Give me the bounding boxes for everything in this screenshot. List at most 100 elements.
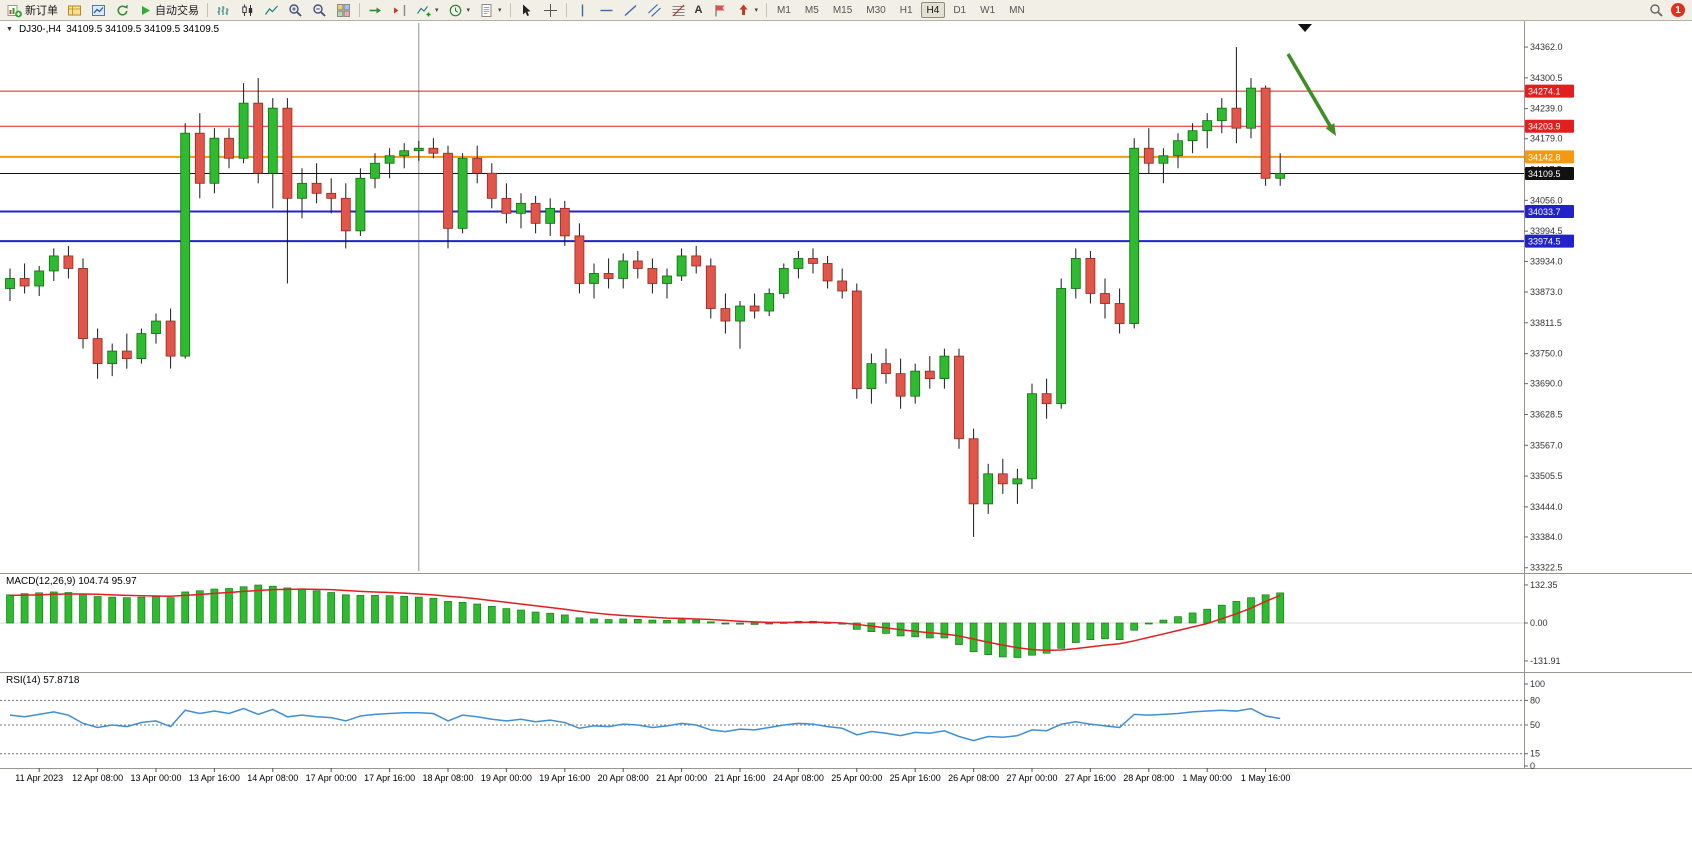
candle-body [1070,258,1081,289]
time-axis-label: 19 Apr 00:00 [481,773,532,783]
macd-values-label: MACD(12,26,9) 104.74 95.97 [6,576,137,587]
periods-button[interactable]: ▾ [444,1,475,19]
macd-histogram-bar [341,594,350,624]
timeframe-MN[interactable]: MN [1009,4,1025,16]
toolbar-separator [766,3,768,17]
macd-histogram-bar [239,586,248,624]
macd-histogram-bar [619,618,628,624]
line-chart-button[interactable] [260,1,283,19]
templates-button[interactable]: ▾ [475,1,506,19]
candle-body [1216,107,1227,122]
zoom-out-button[interactable] [308,1,331,19]
candle-body [311,182,322,194]
horizontal-line-tool-button[interactable] [595,1,618,19]
macd-histogram-bar [925,622,934,639]
new-order-icon [7,4,22,17]
search-button[interactable] [1645,1,1668,19]
price-badge [1525,167,1574,181]
candle-body [1187,130,1198,142]
candle-body [1173,140,1183,157]
candle-body [194,132,205,184]
candle-body [968,438,979,505]
candle-body [545,207,556,224]
timeframe-M5[interactable]: M5 [804,4,819,16]
candle-body [413,147,424,152]
candle-body [895,373,906,397]
candle-body [705,265,716,309]
candle-body [1158,155,1169,164]
macd-histogram-bar [692,619,701,624]
macd-histogram-bar [1144,622,1153,625]
auto-trading-button[interactable]: 自动交易 [135,1,203,19]
label-tool-button[interactable] [708,1,731,19]
tile-windows-button[interactable] [332,1,355,19]
time-axis-label: 13 Apr 00:00 [130,773,181,783]
macd-histogram-bar [473,603,482,624]
candle-body [1100,293,1110,304]
notification-badge[interactable]: 1 [1671,3,1685,17]
chart-shift-button[interactable] [388,1,411,19]
macd-histogram-bar [1188,612,1197,624]
one-click-trading-toggle[interactable]: ▼ [6,26,13,33]
timeframe-W1[interactable]: W1 [980,4,996,16]
candle-body [1027,393,1037,480]
timeframe-D1[interactable]: D1 [953,4,967,16]
clock-icon [449,4,461,16]
time-axis-label: 14 Apr 08:00 [247,773,298,783]
vertical-line-tool-button[interactable] [571,1,594,19]
time-axis-label: 21 Apr 16:00 [714,773,765,783]
chart-shift-icon [394,4,406,16]
timeframe-M30[interactable]: M30 [866,4,886,16]
macd-signal-line [9,588,1281,652]
macd-histogram-bar [736,622,744,625]
crosshair-tool-button[interactable] [539,1,562,19]
candle-body [983,473,994,505]
macd-histogram-bar [1101,622,1109,640]
candle-body [384,155,395,164]
candle-body [501,197,512,214]
candle-body [180,132,191,357]
macd-histogram-bar [1203,608,1212,624]
new-order-button[interactable]: 新订单 [3,1,62,19]
macd-histogram-bar [152,596,160,624]
macd-histogram-bar [400,595,409,624]
timeframe-M1[interactable]: M1 [777,4,791,16]
macd-histogram-bar [6,594,14,624]
trendline-tool-button[interactable] [619,1,642,19]
market-watch-button[interactable] [63,1,86,19]
zoom-in-button[interactable] [284,1,307,19]
channel-tool-button[interactable] [643,1,666,19]
macd-histogram-bar [940,622,949,639]
candle-body [1143,147,1154,164]
macd-histogram-bar [414,596,423,624]
label-flag-icon [715,4,724,16]
timeframe-H1[interactable]: H1 [899,4,913,16]
price-badge [1525,84,1574,98]
fibonacci-tool-button[interactable] [667,1,690,19]
indicators-button[interactable]: ▾ [412,1,443,19]
cursor-tool-button[interactable] [515,1,538,19]
auto-scroll-button[interactable] [364,1,387,19]
refresh-button[interactable] [111,1,134,19]
arrows-tool-button[interactable]: ▾ [732,1,763,19]
toolbar-separator [207,3,208,17]
candle-body [92,338,103,365]
macd-histogram-bar [1057,622,1066,649]
timeframe-H4[interactable]: H4 [920,2,946,18]
auto-scroll-icon [369,7,381,13]
macd-histogram-bar [283,587,292,624]
candlestick-chart-button[interactable] [236,1,259,19]
bar-chart-icon [217,5,229,15]
candle-body [1012,478,1023,485]
rsi-axis-label: 80 [1530,695,1540,705]
main-chart-label: ▼ DJ30-,H4 34109.5 34109.5 34109.5 34109… [6,24,219,35]
text-tool-button[interactable]: A [691,1,707,19]
timeframe-M15[interactable]: M15 [832,4,853,16]
timeframe-group: M1 M5 M15 M30 H1 H4 D1 W1 MN [771,2,1031,18]
price-badge [1525,234,1574,248]
bar-chart-button[interactable] [212,1,235,19]
candle-body [735,305,745,322]
chart-window-button[interactable] [87,1,110,19]
candle-body [107,350,118,365]
